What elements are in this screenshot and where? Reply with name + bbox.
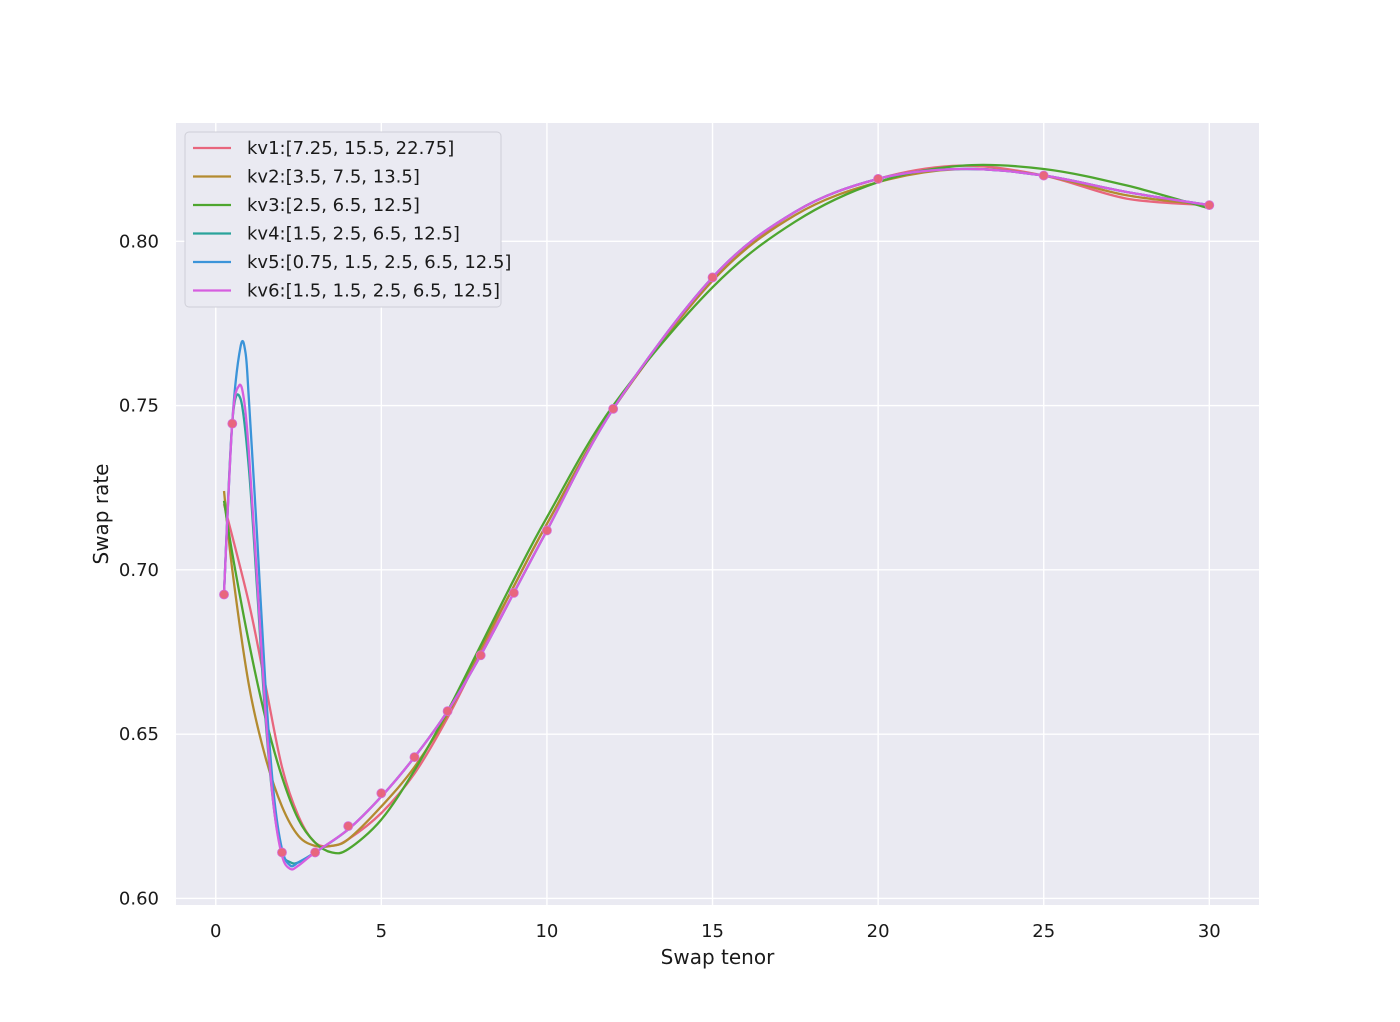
data-point-marker	[475, 650, 486, 661]
legend-label: kv1:[7.25, 15.5, 22.75]	[247, 138, 454, 159]
x-tick-label: 0	[210, 921, 221, 942]
series-line-kv1	[222, 164, 1210, 848]
data-point-marker	[508, 587, 519, 598]
series-line-kv2	[222, 167, 1210, 849]
x-tick-label: 25	[1032, 921, 1055, 942]
legend-box	[184, 131, 502, 308]
x-axis-label: Swap tenor	[661, 945, 775, 969]
data-point-marker	[1204, 200, 1215, 211]
data-point-marker	[1038, 170, 1049, 181]
data-markers	[219, 170, 1215, 858]
x-tick-label: 5	[376, 921, 387, 942]
data-point-marker	[376, 788, 387, 799]
data-point-marker	[707, 272, 718, 283]
legend: kv1:[7.25, 15.5, 22.75] kv2:[3.5, 7.5, 13…	[184, 131, 511, 308]
y-axis-label: Swap rate	[89, 464, 113, 565]
x-tick-label: 10	[535, 921, 558, 942]
data-point-marker	[409, 752, 420, 763]
legend-label: kv6:[1.5, 1.5, 2.5, 6.5, 12.5]	[247, 281, 500, 302]
data-point-marker	[608, 403, 619, 414]
data-point-marker	[227, 418, 238, 429]
series-line-kv6	[222, 167, 1210, 871]
x-tick-labels: 0 5 10 15 20 25 30	[210, 921, 1221, 942]
data-point-marker	[310, 847, 321, 858]
x-tick-label: 20	[867, 921, 890, 942]
grid-lines	[176, 123, 1259, 905]
data-point-marker	[277, 847, 287, 858]
data-point-marker	[442, 706, 453, 717]
y-tick-label: 0.60	[119, 888, 159, 909]
data-point-marker	[873, 173, 884, 184]
y-tick-label: 0.70	[119, 560, 159, 581]
data-point-marker	[542, 525, 552, 536]
x-tick-label: 30	[1198, 921, 1221, 942]
legend-label: kv4:[1.5, 2.5, 6.5, 12.5]	[247, 224, 460, 245]
y-tick-label: 0.65	[119, 724, 159, 745]
data-point-marker	[343, 821, 354, 832]
legend-label: kv2:[3.5, 7.5, 13.5]	[247, 167, 420, 188]
y-tick-labels: 0.60 0.65 0.70 0.75 0.80	[119, 231, 159, 909]
y-tick-label: 0.80	[119, 231, 159, 252]
y-tick-label: 0.75	[119, 396, 159, 417]
legend-label: kv5:[0.75, 1.5, 2.5, 6.5, 12.5]	[247, 252, 511, 273]
legend-label: kv3:[2.5, 6.5, 12.5]	[247, 195, 420, 216]
data-point-marker	[219, 589, 229, 600]
x-tick-label: 15	[701, 921, 724, 942]
